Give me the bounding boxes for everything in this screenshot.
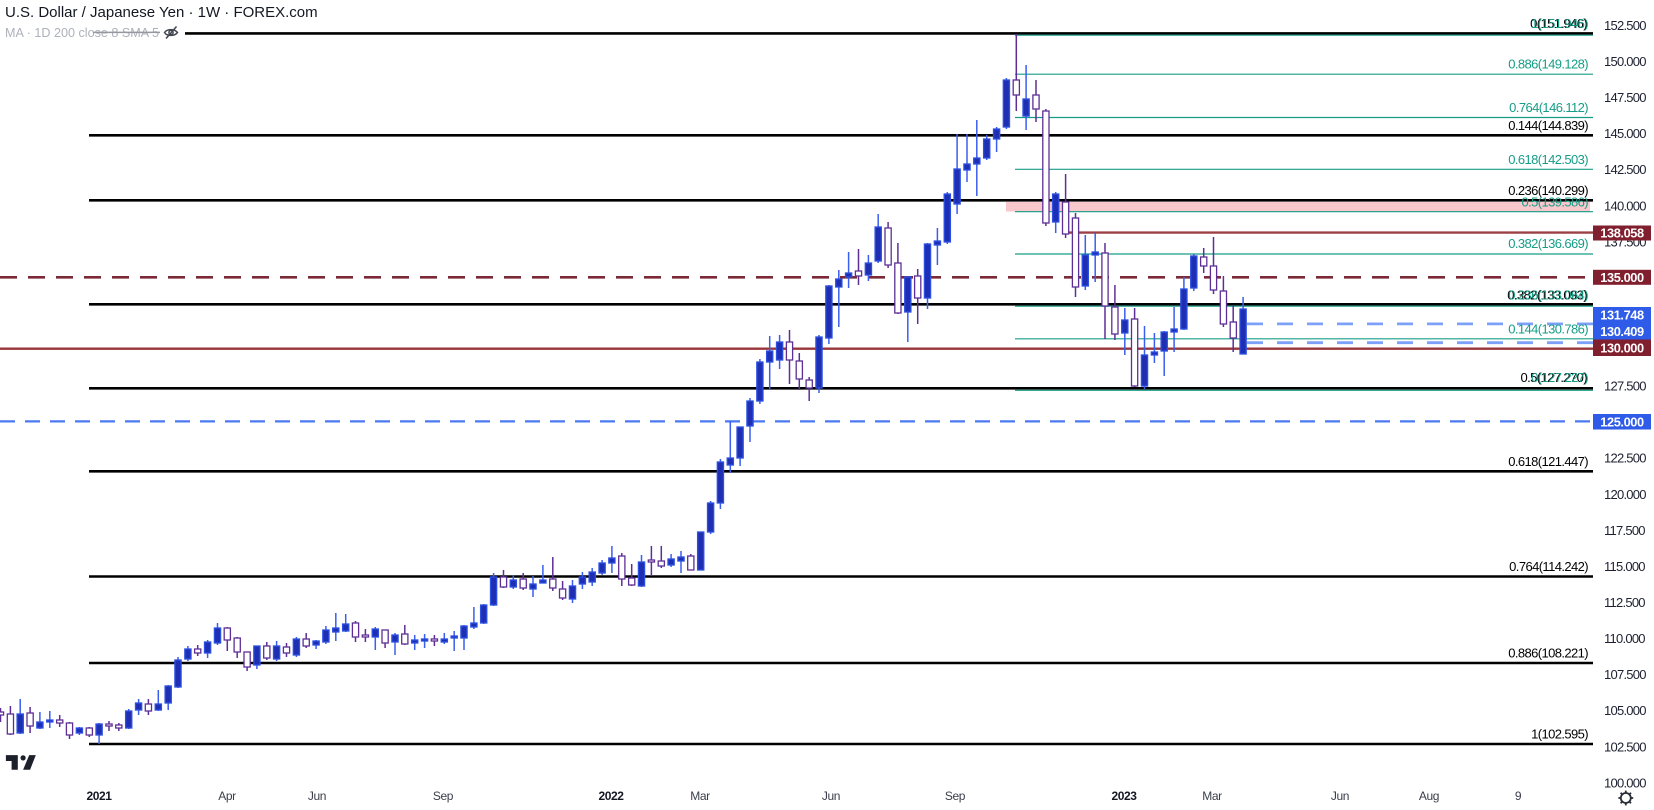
svg-text:Mar: Mar [690, 789, 710, 803]
svg-text:110.000: 110.000 [1604, 631, 1645, 646]
svg-text:1(102.595): 1(102.595) [1531, 727, 1588, 742]
svg-text:112.500: 112.500 [1604, 595, 1645, 610]
svg-text:0.5(139.586): 0.5(139.586) [1521, 194, 1588, 209]
svg-text:0.618(121.447): 0.618(121.447) [1508, 454, 1588, 469]
svg-text:Aug: Aug [1419, 789, 1439, 803]
svg-text:131.748: 131.748 [1600, 308, 1644, 323]
svg-text:125.000: 125.000 [1600, 414, 1644, 429]
svg-text:142.500: 142.500 [1604, 162, 1646, 177]
svg-text:145.000: 145.000 [1604, 126, 1646, 141]
svg-text:1(151.946): 1(151.946) [1531, 16, 1588, 31]
svg-text:U.S. Dollar / Japanese Yen · 1: U.S. Dollar / Japanese Yen · 1W · FOREX.… [5, 4, 318, 21]
svg-text:Sep: Sep [945, 789, 966, 803]
svg-text:147.500: 147.500 [1604, 90, 1646, 105]
svg-text:0.144(144.839): 0.144(144.839) [1508, 118, 1588, 133]
svg-text:102.500: 102.500 [1604, 739, 1646, 754]
svg-text:0.236(140.299): 0.236(140.299) [1508, 183, 1588, 198]
svg-text:140.000: 140.000 [1604, 198, 1646, 213]
svg-text:Jun: Jun [308, 789, 326, 803]
svg-text:130.000: 130.000 [1600, 340, 1644, 355]
svg-text:0.764(146.112): 0.764(146.112) [1509, 100, 1588, 115]
svg-text:Mar: Mar [1202, 789, 1222, 803]
svg-text:0.236(133.064): 0.236(133.064) [1508, 287, 1588, 302]
svg-text:150.000: 150.000 [1604, 54, 1646, 69]
svg-text:2021: 2021 [86, 789, 112, 803]
svg-text:100.000: 100.000 [1604, 775, 1646, 790]
svg-text:MA · 1D 200 close 8 SMA 5: MA · 1D 200 close 8 SMA 5 [5, 26, 159, 40]
svg-text:0.382(133.093): 0.382(133.093) [1507, 287, 1587, 302]
svg-text:127.500: 127.500 [1604, 379, 1646, 394]
svg-text:152.500: 152.500 [1604, 18, 1646, 33]
svg-text:122.500: 122.500 [1604, 451, 1646, 466]
svg-text:138.058: 138.058 [1600, 226, 1644, 241]
svg-text:0.144(130.786): 0.144(130.786) [1508, 322, 1588, 337]
svg-text:107.500: 107.500 [1604, 667, 1646, 682]
svg-text:120.000: 120.000 [1604, 487, 1646, 502]
svg-text:105.000: 105.000 [1604, 703, 1646, 718]
svg-text:130.409: 130.409 [1600, 324, 1644, 339]
svg-text:0(127.227): 0(127.227) [1531, 370, 1588, 385]
svg-text:9: 9 [1515, 789, 1522, 803]
svg-text:2022: 2022 [598, 789, 624, 803]
svg-text:Jun: Jun [822, 789, 840, 803]
svg-text:0.5(127.270): 0.5(127.270) [1520, 370, 1587, 385]
svg-text:0.764(114.242): 0.764(114.242) [1509, 559, 1588, 574]
svg-text:0.886(149.128): 0.886(149.128) [1508, 57, 1588, 72]
svg-text:0.382(136.669): 0.382(136.669) [1508, 236, 1588, 251]
svg-text:Sep: Sep [433, 789, 454, 803]
svg-text:135.000: 135.000 [1600, 270, 1644, 285]
svg-text:2023: 2023 [1111, 789, 1137, 803]
svg-text:115.000: 115.000 [1604, 559, 1645, 574]
svg-text:0(151.946): 0(151.946) [1530, 16, 1587, 31]
svg-text:0.618(142.503): 0.618(142.503) [1508, 152, 1588, 167]
svg-text:117.500: 117.500 [1604, 523, 1645, 538]
svg-text:Apr: Apr [218, 789, 236, 803]
svg-text:0.886(108.221): 0.886(108.221) [1508, 646, 1588, 661]
svg-text:Jun: Jun [1331, 789, 1349, 803]
